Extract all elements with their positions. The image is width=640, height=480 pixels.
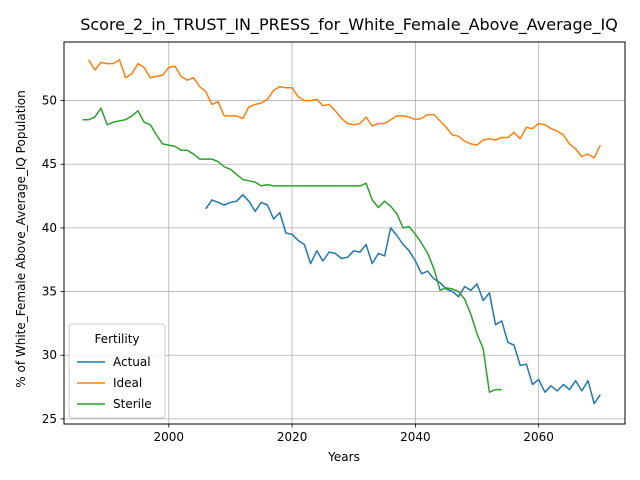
y-tick-label: 25 xyxy=(42,412,57,426)
legend-entry-actual: Actual xyxy=(113,355,151,369)
chart-title: Score_2_in_TRUST_IN_PRESS_for_White_Fema… xyxy=(80,15,618,35)
x-tick-label: 2040 xyxy=(400,430,431,444)
axes-frame xyxy=(63,41,626,425)
series-line-sterile xyxy=(82,107,502,393)
axis-ticks: 2000 2020 2040 2060 25 30 35 40 45 50 xyxy=(42,94,554,444)
y-axis-label: % of White_Female Above_Average_IQ Popul… xyxy=(14,90,28,387)
series-line-ideal xyxy=(88,59,601,159)
legend-box xyxy=(68,323,166,419)
y-tick-label: 30 xyxy=(42,348,57,362)
x-axis-label: Years xyxy=(327,450,360,464)
y-tick-label: 35 xyxy=(42,285,57,299)
x-tick-label: 2020 xyxy=(277,430,308,444)
y-tick-label: 40 xyxy=(42,221,57,235)
x-tick-label: 2060 xyxy=(523,430,554,444)
gridlines xyxy=(64,42,625,424)
legend-entry-sterile: Sterile xyxy=(113,397,152,411)
plot-area xyxy=(82,59,601,405)
y-tick-label: 45 xyxy=(42,157,57,171)
series-line-actual xyxy=(205,194,601,405)
legend-entry-ideal: Ideal xyxy=(113,376,142,390)
legend-title: Fertility xyxy=(94,332,139,346)
x-tick-label: 2000 xyxy=(154,430,185,444)
y-tick-label: 50 xyxy=(42,94,57,108)
legend: Fertility Actual Ideal Sterile xyxy=(68,323,166,419)
